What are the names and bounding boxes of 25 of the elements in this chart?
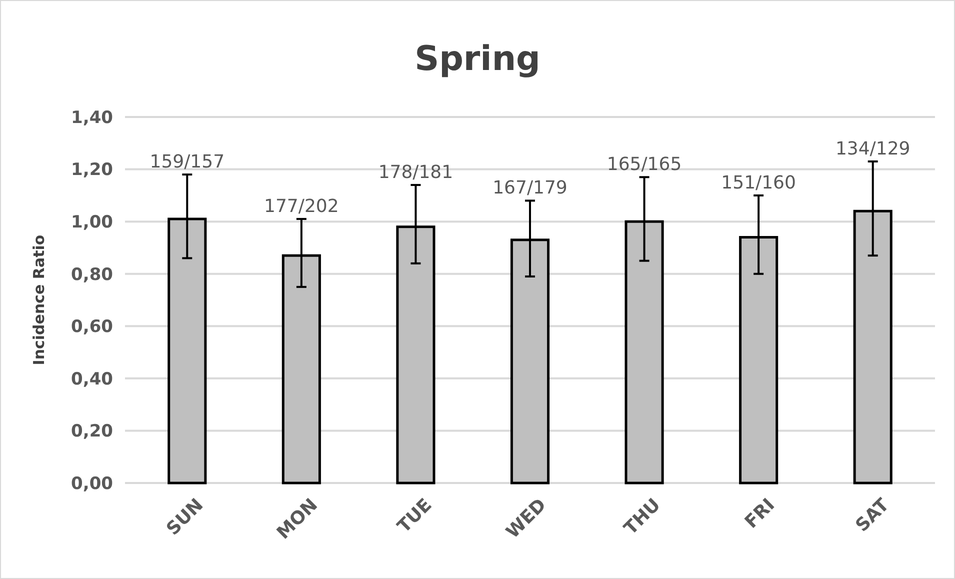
- y-tick-label: 1,40: [71, 108, 114, 128]
- data-label: 134/129: [835, 138, 910, 160]
- y-tick-label: 0,20: [71, 422, 114, 442]
- bar: [853, 210, 892, 484]
- chart-title: Spring: [414, 39, 540, 79]
- data-label: 177/202: [264, 196, 339, 217]
- data-label: 178/181: [378, 162, 454, 183]
- y-axis-title: Incidence Ratio: [30, 234, 48, 366]
- y-tick-label: 1,20: [71, 160, 114, 180]
- data-label: 159/157: [150, 152, 225, 173]
- bar: [282, 254, 321, 484]
- bar: [624, 220, 664, 484]
- y-tick-label: 0,60: [71, 317, 114, 338]
- y-tick-label: 0,80: [71, 264, 114, 285]
- data-label: 165/165: [606, 154, 682, 176]
- y-tick-label: 0,00: [71, 474, 114, 494]
- data-label: 151/160: [721, 172, 796, 194]
- x-tick-label: FRI: [740, 494, 780, 533]
- data-label: 167/179: [492, 178, 568, 199]
- bar: [396, 226, 436, 484]
- y-tick-label: 1,00: [71, 212, 114, 233]
- bar: [739, 236, 778, 484]
- bar: [168, 218, 207, 484]
- y-tick-label: 0,40: [71, 369, 114, 390]
- bar: [510, 238, 550, 484]
